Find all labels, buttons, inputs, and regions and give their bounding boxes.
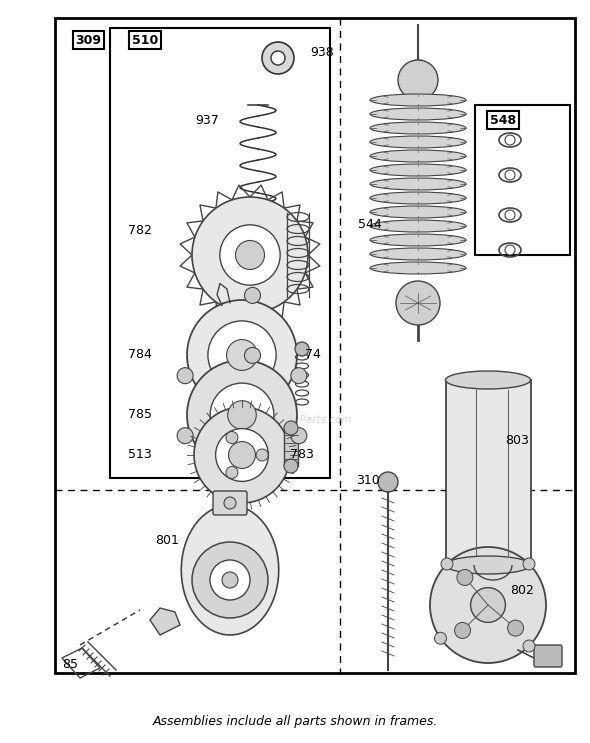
Text: 548: 548 <box>490 114 516 126</box>
Bar <box>110 28 330 478</box>
Text: 510: 510 <box>132 33 158 47</box>
Circle shape <box>192 197 308 313</box>
Circle shape <box>224 497 236 509</box>
Ellipse shape <box>370 206 466 218</box>
Circle shape <box>194 407 290 503</box>
Text: 785: 785 <box>128 409 152 421</box>
Circle shape <box>227 340 257 371</box>
Circle shape <box>256 449 268 461</box>
Text: 309: 309 <box>75 33 101 47</box>
Circle shape <box>271 51 285 65</box>
Circle shape <box>505 210 515 220</box>
Circle shape <box>441 558 453 570</box>
Circle shape <box>505 245 515 255</box>
Polygon shape <box>181 508 278 635</box>
Text: 782: 782 <box>128 224 152 236</box>
Text: 513: 513 <box>128 449 152 461</box>
Ellipse shape <box>445 371 530 389</box>
Text: 938: 938 <box>310 45 334 59</box>
Circle shape <box>284 421 298 435</box>
Circle shape <box>291 368 307 383</box>
Ellipse shape <box>445 556 530 574</box>
Text: eplacementParts.com: eplacementParts.com <box>238 415 352 425</box>
Ellipse shape <box>370 164 466 176</box>
Ellipse shape <box>370 122 466 134</box>
Ellipse shape <box>370 178 466 190</box>
Text: 937: 937 <box>195 114 219 126</box>
Text: 802: 802 <box>510 583 534 597</box>
Ellipse shape <box>370 192 466 204</box>
Circle shape <box>430 547 546 663</box>
Ellipse shape <box>370 234 466 246</box>
Ellipse shape <box>370 262 466 274</box>
Text: 74: 74 <box>305 348 321 362</box>
Circle shape <box>434 632 447 644</box>
Circle shape <box>295 342 309 356</box>
Circle shape <box>396 281 440 325</box>
Circle shape <box>208 321 276 389</box>
Circle shape <box>210 383 274 447</box>
Bar <box>284 428 298 466</box>
Ellipse shape <box>370 108 466 120</box>
Bar <box>55 18 575 673</box>
Text: 544: 544 <box>358 218 382 232</box>
Circle shape <box>187 300 297 410</box>
Circle shape <box>235 241 264 270</box>
Circle shape <box>244 288 261 303</box>
Ellipse shape <box>370 220 466 232</box>
Circle shape <box>454 623 471 638</box>
Circle shape <box>284 459 298 473</box>
Bar <box>475 105 570 255</box>
Circle shape <box>228 441 255 468</box>
Circle shape <box>222 572 238 588</box>
Text: 310: 310 <box>356 473 380 487</box>
Circle shape <box>505 135 515 145</box>
Circle shape <box>226 467 238 478</box>
Text: 784: 784 <box>128 348 152 362</box>
Circle shape <box>507 620 523 636</box>
Circle shape <box>220 225 280 285</box>
Circle shape <box>177 368 193 383</box>
Circle shape <box>187 360 297 470</box>
Circle shape <box>291 428 307 444</box>
Text: 801: 801 <box>155 533 179 547</box>
Circle shape <box>226 432 238 444</box>
Polygon shape <box>150 608 180 635</box>
Ellipse shape <box>370 248 466 260</box>
Circle shape <box>523 558 535 570</box>
Text: 803: 803 <box>505 433 529 447</box>
Circle shape <box>244 348 261 363</box>
Circle shape <box>228 400 256 429</box>
Text: Assemblies include all parts shown in frames.: Assemblies include all parts shown in fr… <box>152 716 438 728</box>
Circle shape <box>398 60 438 100</box>
Ellipse shape <box>370 150 466 162</box>
Circle shape <box>262 42 294 74</box>
FancyBboxPatch shape <box>213 491 247 515</box>
Circle shape <box>192 542 268 618</box>
Circle shape <box>177 428 193 444</box>
Text: 783: 783 <box>290 449 314 461</box>
Ellipse shape <box>370 94 466 106</box>
Circle shape <box>505 170 515 180</box>
Circle shape <box>523 640 535 652</box>
Text: 85: 85 <box>62 658 78 672</box>
Circle shape <box>210 560 250 600</box>
Circle shape <box>378 472 398 492</box>
Ellipse shape <box>370 136 466 148</box>
Circle shape <box>471 588 506 623</box>
Bar <box>446 380 531 565</box>
Circle shape <box>457 569 473 585</box>
Circle shape <box>215 429 268 481</box>
FancyBboxPatch shape <box>534 645 562 667</box>
